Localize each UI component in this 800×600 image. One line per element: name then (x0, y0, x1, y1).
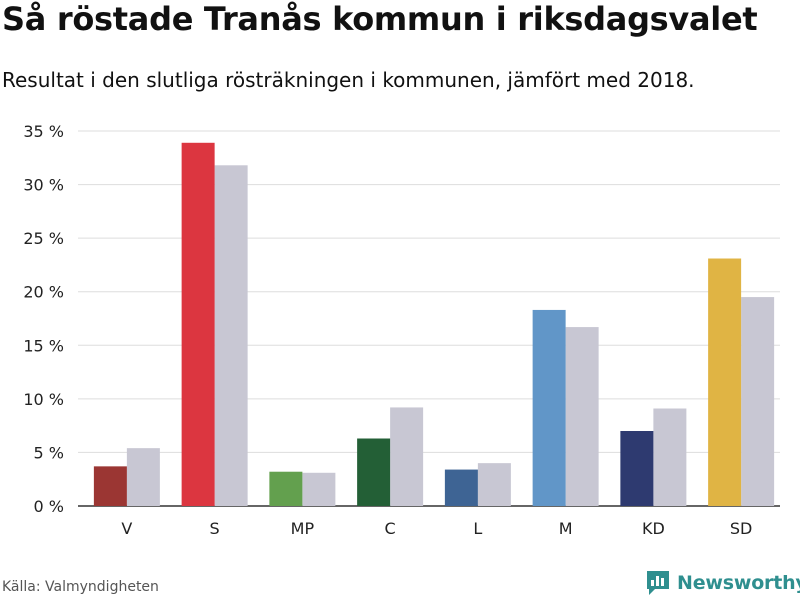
bar-2022-sd (708, 258, 742, 506)
x-category-label: C (385, 519, 396, 538)
x-category-label: KD (642, 519, 665, 538)
source-note: Källa: Valmyndigheten (2, 579, 159, 595)
y-tick-label: 15 % (23, 336, 64, 355)
bar-2022-mp (269, 471, 303, 506)
x-category-label: S (210, 519, 220, 538)
y-tick-label: 25 % (23, 229, 64, 248)
y-tick-label: 30 % (23, 176, 64, 195)
x-category-label: SD (730, 519, 752, 538)
y-tick-label: 5 % (34, 443, 64, 462)
chart-title: Så röstade Tranås kommun i riksdagsvalet (2, 0, 758, 38)
bar-2022-l (444, 469, 478, 506)
bar-2018-v (126, 448, 160, 506)
y-tick-label: 0 % (34, 497, 64, 516)
chart-subtitle: Resultat i den slutliga rösträkningen i … (2, 68, 695, 92)
bar-2018-c (390, 407, 424, 506)
y-tick-label: 20 % (23, 283, 64, 302)
y-tick-label: 35 % (23, 122, 64, 141)
y-axis-ticks: 0 % 5 % 10 % 15 % 20 % 25 % 30 % 35 % (23, 122, 64, 516)
bar-2022-c (357, 438, 391, 506)
bar-2018-l (477, 463, 511, 506)
bar-2018-sd (741, 297, 775, 506)
bar-2018-mp (302, 472, 336, 506)
bars (93, 142, 775, 507)
brand-name: Newsworthy (677, 572, 800, 594)
bar-2022-v (93, 466, 127, 506)
bar-2022-s (181, 142, 215, 507)
x-axis-categories: V S MP C L M KD SD (121, 519, 752, 538)
x-category-label: V (121, 519, 132, 538)
x-category-label: M (559, 519, 573, 538)
brand-logo: Newsworthy (645, 569, 800, 597)
bar-2018-m (565, 327, 599, 506)
bar-2018-kd (653, 408, 687, 506)
x-category-label: L (473, 519, 482, 538)
bar-2022-m (532, 309, 566, 506)
bar-2018-s (214, 165, 248, 507)
newsworthy-logo-icon (647, 571, 669, 595)
x-category-label: MP (291, 519, 315, 538)
bar-2022-kd (620, 431, 654, 506)
y-tick-label: 10 % (23, 390, 64, 409)
